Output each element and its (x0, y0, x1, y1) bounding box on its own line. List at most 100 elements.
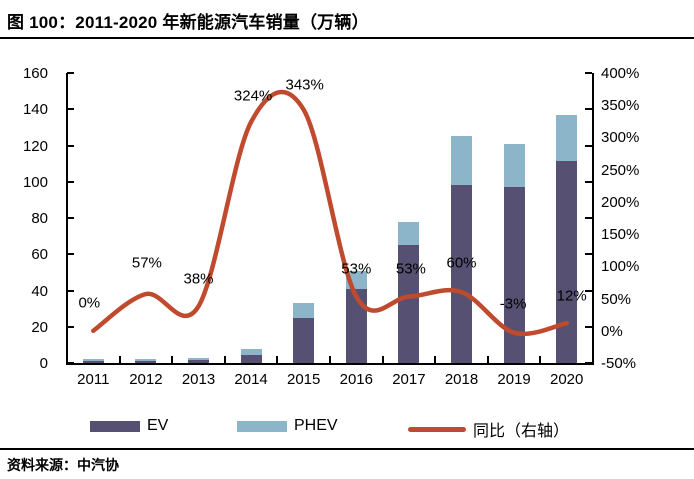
left-axis-tick-label: 80 (31, 210, 48, 227)
bar-ev-2014 (240, 354, 262, 363)
x-axis-tick (223, 356, 226, 363)
bar-phev-2014 (240, 349, 262, 355)
left-axis-tick (67, 108, 74, 111)
x-axis-label: 2017 (392, 371, 426, 388)
bar-phev-2011 (82, 359, 104, 361)
right-axis-tick (585, 217, 592, 219)
left-axis-tick-label: 100 (22, 173, 48, 191)
x-axis-tick (171, 356, 174, 363)
bar-ev-2012 (135, 361, 157, 363)
yoy-label-2019: -3% (499, 295, 527, 313)
yoy-label-2012: 57% (131, 254, 162, 272)
left-axis-tick (67, 72, 74, 74)
yoy-label-2011: 0% (78, 294, 101, 312)
left-axis-tick-label: 0 (39, 355, 48, 372)
bar-ev-2020 (556, 160, 578, 363)
legend-item-ev: EV (90, 417, 168, 435)
bar-ev-2018 (451, 184, 472, 363)
left-axis-tick (67, 362, 74, 364)
left-axis-tick-label: 140 (22, 101, 48, 119)
bar-phev-2017 (398, 222, 420, 245)
footer-divider (0, 448, 694, 450)
left-axis-tick-label: 120 (22, 137, 48, 155)
right-axis-tick-label: 250% (601, 161, 640, 179)
left-axis-tick-label: 40 (31, 282, 48, 300)
phev-legend-label: PHEV (294, 417, 338, 434)
right-axis-tick (585, 325, 592, 328)
right-axis-tick-label: 200% (601, 193, 640, 211)
right-axis-tick (585, 72, 592, 74)
yoy-label-2015: 343% (285, 76, 324, 94)
right-axis-tick (585, 144, 592, 147)
bar-ev-2019 (503, 186, 525, 363)
x-axis-tick (118, 356, 121, 363)
x-axis-tick (276, 356, 279, 363)
yoy-legend-label: 同比（右轴） (473, 423, 570, 440)
bar-phev-2015 (293, 303, 315, 319)
left-axis-tick-label: 60 (31, 246, 48, 264)
bar-phev-2018 (451, 135, 472, 185)
yoy-label-2014: 324% (233, 87, 273, 105)
bar-ev-2013 (188, 360, 209, 363)
yoy-label-2018: 60% (446, 254, 477, 272)
yoy-line-path (91, 89, 569, 337)
right-axis-tick-label: 150% (601, 226, 640, 244)
bar-phev-2012 (135, 359, 157, 361)
source-note: 资料来源：中汽协 (7, 457, 119, 473)
left-axis-tick-label: 160 (22, 65, 48, 82)
bar-phev-2013 (188, 358, 209, 361)
right-axis-tick (585, 253, 592, 256)
yoy-legend-line-swatch (408, 426, 466, 432)
left-axis-tick (67, 289, 74, 292)
x-axis-label: 2011 (77, 371, 110, 388)
right-axis-tick-label: 400% (601, 65, 640, 82)
x-axis-tick (486, 356, 489, 363)
x-axis-line (66, 363, 594, 365)
x-axis-label: 2013 (181, 371, 216, 388)
legend-item-phev: PHEV (237, 417, 338, 435)
bar-ev-2015 (293, 318, 315, 363)
left-axis-tick (67, 217, 74, 219)
right-axis-tick-label: 0% (601, 322, 623, 340)
figure-title: 图 100：2011-2020 年新能源汽车销量（万辆） (7, 13, 369, 32)
right-axis-tick (585, 108, 592, 111)
x-axis-label: 2018 (444, 371, 479, 388)
bar-ev-2011 (82, 361, 104, 363)
right-axis-line (592, 73, 594, 365)
right-axis-tick-label: 350% (601, 97, 640, 115)
x-axis-tick (539, 356, 542, 363)
x-axis-label: 2019 (497, 371, 531, 388)
right-axis-tick (585, 289, 592, 292)
right-axis-tick (585, 180, 592, 183)
left-axis-tick-label: 20 (31, 318, 48, 336)
phev-legend-swatch (237, 420, 287, 432)
bar-ev-2016 (345, 288, 367, 363)
right-axis-tick (585, 362, 592, 364)
x-axis-tick (381, 356, 384, 363)
ev-legend-label: EV (147, 417, 169, 434)
right-axis-tick-label: 50% (601, 290, 632, 308)
x-axis-tick (329, 356, 331, 363)
x-axis-label: 2016 (339, 371, 373, 388)
right-axis-tick-label: 300% (601, 129, 640, 147)
yoy-label-2020: 12% (556, 287, 587, 305)
bar-phev-2019 (503, 144, 525, 187)
left-axis-tick (67, 253, 74, 256)
yoy-label-2017: 53% (395, 260, 426, 278)
title-divider (0, 37, 694, 39)
right-axis-tick-label: 100% (601, 258, 640, 276)
x-axis-label: 2014 (234, 371, 268, 388)
x-axis-label: 2015 (287, 371, 321, 388)
left-axis-line (66, 73, 68, 365)
x-axis-tick (434, 356, 437, 363)
legend-item-yoy: 同比（右轴） (408, 417, 569, 441)
bar-phev-2020 (556, 115, 578, 161)
x-axis-label: 2020 (550, 371, 584, 388)
right-axis-tick-label: -50% (601, 355, 637, 372)
left-axis-tick (67, 144, 74, 147)
left-axis-tick (67, 180, 74, 183)
x-axis-label: 2012 (129, 371, 163, 388)
ev-legend-swatch (90, 420, 140, 432)
yoy-label-2016: 53% (341, 260, 372, 278)
yoy-label-2013: 38% (183, 270, 214, 288)
